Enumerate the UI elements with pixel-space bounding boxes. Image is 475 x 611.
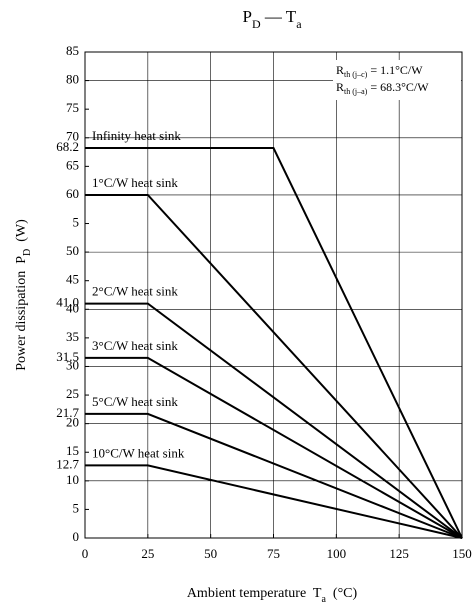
x-tick-label: 75	[267, 546, 280, 561]
y-tick-label: 70	[66, 129, 79, 144]
x-axis-label: Ambient temperature Ta (°C)	[187, 586, 358, 605]
annotation: Rth (j–c) = 1.1°C/W	[336, 63, 423, 80]
y-tick-label: 15	[66, 443, 79, 458]
series-label: Infinity heat sink	[92, 128, 181, 143]
y-tick-label: 41.0	[56, 295, 79, 310]
series-label: 5°C/W heat sink	[92, 394, 178, 409]
annotation-part: = 1.1°C/W	[367, 63, 423, 77]
y-tick-label: 5	[73, 215, 80, 230]
series-line	[85, 147, 463, 539]
y-tick-label: 31.5	[56, 349, 79, 364]
series-label: 3°C/W heat sink	[92, 338, 178, 353]
annotation-background	[333, 60, 461, 100]
x-axis-label-part: (°C)	[326, 586, 358, 601]
series-line	[85, 356, 463, 539]
y-tick-label: 30	[66, 357, 79, 372]
annotation-part: th (j–c)	[344, 70, 368, 79]
y-tick-label: 0	[73, 529, 80, 544]
series-line	[85, 412, 463, 539]
x-tick-label: 0	[82, 546, 89, 561]
y-tick-label: 65	[66, 157, 79, 172]
y-tick-label: 40	[66, 300, 79, 315]
x-axis-label-part: Ambient temperature T	[187, 586, 322, 601]
y-tick-label: 12.7	[56, 456, 79, 471]
annotation-part: th (j–a)	[344, 87, 368, 96]
y-tick-label: 21.7	[56, 405, 79, 420]
annotation-part: R	[336, 80, 344, 94]
y-tick-label: 35	[66, 329, 79, 344]
x-tick-label: 25	[141, 546, 154, 561]
y-axis-label-part: Power dissipation P	[14, 256, 29, 371]
y-tick-label: 75	[66, 100, 79, 115]
y-tick-label: 68.2	[56, 139, 79, 154]
series-line	[85, 464, 463, 539]
y-tick-label: 80	[66, 72, 79, 87]
chart-title-part: P	[242, 7, 251, 26]
y-tick-label: 5	[73, 500, 80, 515]
chart-title-part: — T	[261, 7, 297, 26]
y-tick-label: 50	[66, 243, 79, 258]
y-axis-label: Power dissipation PD (W)	[14, 219, 33, 371]
series-line	[85, 302, 463, 539]
y-axis-label-part: D	[22, 249, 33, 256]
x-axis-label-part: a	[321, 594, 326, 605]
series-label: 10°C/W heat sink	[92, 445, 185, 460]
x-tick-label: 125	[389, 546, 409, 561]
chart-title-part: a	[296, 17, 302, 31]
y-tick-label: 10	[66, 472, 79, 487]
y-tick-label: 25	[66, 386, 79, 401]
series-label: 2°C/W heat sink	[92, 284, 178, 299]
annotation: Rth (j–a) = 68.3°C/W	[336, 80, 429, 97]
chart-title-part: D	[252, 17, 261, 31]
y-tick-label: 45	[66, 272, 79, 287]
annotation-part: R	[336, 63, 344, 77]
y-axis-label-part: (W)	[14, 219, 29, 249]
annotation-part: = 68.3°C/W	[367, 80, 429, 94]
series-label: 1°C/W heat sink	[92, 175, 178, 190]
x-tick-label: 50	[204, 546, 217, 561]
chart-title: PD — Ta	[242, 7, 302, 31]
y-tick-label: 60	[66, 186, 79, 201]
x-tick-label: 150	[452, 546, 472, 561]
y-tick-label: 20	[66, 415, 79, 430]
y-tick-label: 85	[66, 43, 79, 58]
series-line	[85, 193, 463, 539]
x-tick-label: 100	[327, 546, 347, 561]
